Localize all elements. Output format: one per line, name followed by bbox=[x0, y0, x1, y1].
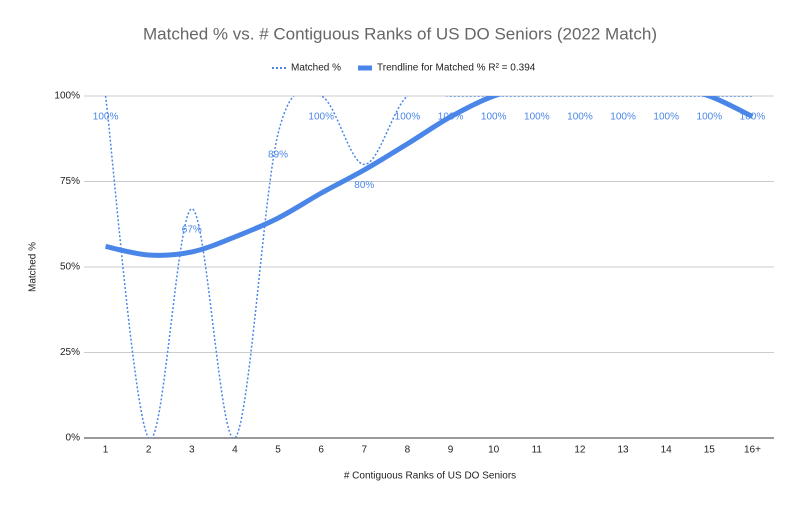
data-label: 100% bbox=[308, 112, 334, 123]
data-label: 100% bbox=[93, 112, 119, 123]
data-label: 80% bbox=[354, 180, 374, 191]
data-label: 89% bbox=[268, 149, 288, 160]
data-label: 100% bbox=[524, 112, 550, 123]
x-tick-label: 2 bbox=[146, 445, 152, 456]
y-tick-label: 25% bbox=[60, 347, 80, 358]
data-label: 100% bbox=[395, 112, 421, 123]
x-tick-label: 7 bbox=[362, 445, 368, 456]
x-tick-label: 14 bbox=[661, 445, 673, 456]
data-label: 100% bbox=[697, 112, 723, 123]
x-tick-label: 13 bbox=[618, 445, 630, 456]
grid: 0%25%50%75%100%1 2 3 4 5 6 7 8 9 10 11 12 13 14 15 16+ bbox=[54, 91, 774, 456]
legend-label: Trendline for Matched % R² = 0.394 bbox=[377, 63, 536, 74]
x-tick-label: 10 bbox=[488, 445, 500, 456]
x-tick-label: 1 bbox=[103, 445, 109, 456]
legend-label: Matched % bbox=[291, 63, 341, 74]
y-tick-label: 50% bbox=[60, 262, 80, 273]
x-tick-label: 3 bbox=[189, 445, 195, 456]
x-tick-label: 9 bbox=[448, 445, 454, 456]
y-axis-label: Matched % bbox=[28, 242, 39, 292]
x-axis-label: # Contiguous Ranks of US DO Seniors bbox=[344, 471, 516, 482]
data-label: 67% bbox=[182, 225, 202, 236]
x-tick-label: 4 bbox=[232, 445, 238, 456]
x-tick-label: 15 bbox=[704, 445, 716, 456]
x-tick-label: 6 bbox=[318, 445, 324, 456]
labels: 100% 67% 89% 100% 80% 100% 100% 100% 100% 100% 100… bbox=[93, 112, 766, 236]
x-tick-label: 16+ bbox=[744, 445, 761, 456]
y-tick-label: 0% bbox=[66, 433, 81, 444]
x-tick-label: 5 bbox=[275, 445, 281, 456]
y-tick-label: 100% bbox=[54, 91, 80, 102]
x-tick-label: 8 bbox=[405, 445, 411, 456]
data-label: 100% bbox=[567, 112, 593, 123]
data-label: 100% bbox=[610, 112, 636, 123]
x-tick-label: 12 bbox=[574, 445, 586, 456]
legend: Matched % Trendline for Matched % R² = 0.… bbox=[272, 63, 536, 74]
series-line bbox=[104, 96, 753, 438]
series-line bbox=[105, 96, 754, 258]
x-tick-label: 11 bbox=[532, 445, 543, 456]
data-label: 100% bbox=[438, 112, 464, 123]
data-label: 100% bbox=[481, 112, 507, 123]
data-label: 100% bbox=[740, 112, 766, 123]
chart-title: Matched % vs. # Contiguous Ranks of US D… bbox=[143, 24, 657, 43]
y-tick-label: 75% bbox=[60, 176, 80, 187]
data-label: 100% bbox=[653, 112, 679, 123]
plot-area bbox=[104, 96, 754, 438]
